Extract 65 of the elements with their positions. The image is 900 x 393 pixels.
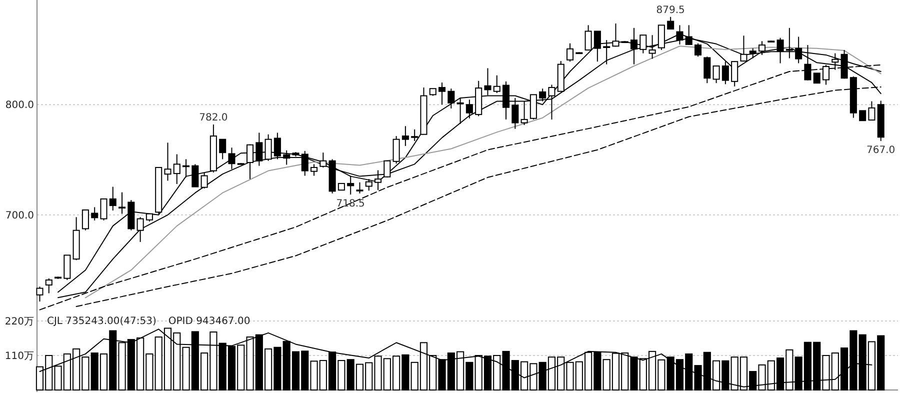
candlestick (502, 80, 510, 120)
annotation: 767.0 (866, 145, 896, 156)
candlestick (539, 88, 546, 102)
candlestick (264, 134, 272, 162)
candlestick (520, 100, 528, 126)
candlestick (448, 88, 455, 109)
candlestick (484, 68, 492, 96)
candlestick (402, 126, 409, 146)
candlestick (192, 164, 199, 188)
candlestick (36, 286, 44, 302)
candlestick (100, 198, 108, 221)
candlestick (704, 56, 711, 84)
candlestick (548, 84, 556, 120)
candlestick (438, 82, 446, 106)
candlestick (320, 152, 327, 168)
annotation: 879.5 (656, 4, 685, 16)
candlestick (694, 42, 702, 58)
candlestick (136, 216, 144, 242)
candlestick (384, 160, 391, 178)
candlestick (301, 150, 308, 176)
candlestick (219, 138, 226, 160)
candlestick (859, 110, 866, 122)
candlestick (365, 178, 372, 192)
candlestick (109, 186, 116, 212)
candlestick (256, 132, 263, 166)
candlestick (512, 97, 519, 130)
candlestick (374, 170, 382, 191)
candlestick (466, 99, 473, 119)
candlestick (493, 74, 500, 94)
candlestick (356, 182, 364, 194)
candlestick (82, 209, 89, 231)
candlestick (731, 60, 738, 87)
candlestick (64, 254, 71, 281)
candlestick (173, 154, 180, 185)
candlestick (813, 72, 820, 84)
y-tick-label: 220万 (4, 316, 34, 328)
y-tick-label: 800.0 (5, 100, 34, 112)
candlestick (392, 136, 400, 164)
candlestick (228, 147, 236, 170)
candlestick (712, 65, 720, 84)
candlestick (283, 150, 290, 166)
candlestick (667, 16, 674, 30)
annotation: OPID 943467.00 (168, 316, 250, 327)
candlestick (722, 61, 729, 85)
candlestick (411, 128, 418, 142)
candlestick (246, 144, 254, 180)
candlestick (566, 42, 574, 62)
candlestick (91, 206, 98, 221)
annotation: 782.0 (199, 112, 228, 124)
annotation: 718.5 (336, 198, 365, 210)
candlestick (347, 175, 354, 196)
candlestick (118, 192, 126, 214)
candlestick (310, 164, 318, 176)
candlestick (274, 132, 281, 160)
candlestick (164, 142, 172, 182)
candlestick (200, 172, 208, 189)
candlestick (758, 40, 766, 56)
candlestick (45, 278, 52, 294)
y-tick-label: 110万 (4, 351, 34, 362)
candlestick (530, 94, 537, 120)
candlestick (749, 48, 756, 59)
candlestick (868, 100, 876, 121)
line-series (39, 328, 872, 388)
y-tick-label: 700.0 (5, 210, 34, 222)
annotation: CJL 735243.00(47:53) (47, 316, 156, 327)
